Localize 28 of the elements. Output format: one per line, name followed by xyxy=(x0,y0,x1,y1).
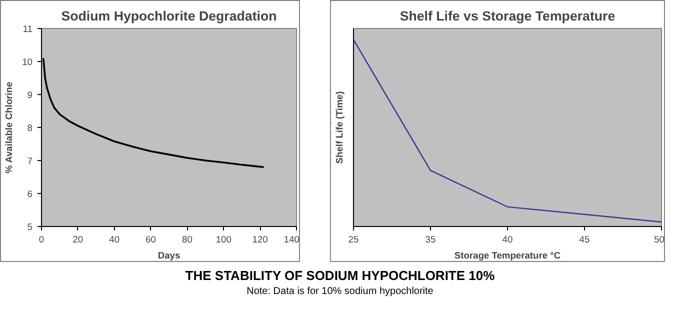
y-axis-title: % Available Chlorine xyxy=(4,82,14,174)
y-tick-label: 11 xyxy=(22,24,33,34)
y-tick-label: 6 xyxy=(27,189,33,199)
x-tick-label: 0 xyxy=(38,234,44,244)
x-tick-label: 40 xyxy=(502,234,513,244)
y-tick-label: 9 xyxy=(27,90,33,100)
x-tick-label: 25 xyxy=(348,234,359,244)
y-tick-label: 7 xyxy=(27,156,33,166)
y-tick-label: 10 xyxy=(22,57,33,67)
x-axis-title: Days xyxy=(158,250,180,260)
x-tick-label: 80 xyxy=(182,234,192,244)
y-tick-label: 8 xyxy=(27,123,33,133)
chart-title: Sodium Hypochlorite Degradation xyxy=(61,8,277,24)
x-tick-label: 120 xyxy=(252,234,268,244)
x-tick-label: 60 xyxy=(146,234,156,244)
text: THE STABILITY OF SODIUM HYPOCHLORITE 10% xyxy=(185,267,495,285)
x-tick-label: 140 xyxy=(284,234,300,244)
x-tick-label: 45 xyxy=(579,234,590,244)
y-axis-title: Shelf Life (Time) xyxy=(334,91,344,164)
x-tick-label: 40 xyxy=(109,234,120,244)
text: Note: Data is for 10% sodium hypochlorite xyxy=(246,284,434,299)
x-tick-label: 50 xyxy=(654,234,665,244)
chart-title: Shelf Life vs Storage Temperature xyxy=(400,8,616,24)
x-axis-title: Storage Temperature °C xyxy=(454,250,561,260)
x-tick-label: 20 xyxy=(72,234,84,244)
y-tick-label: 5 xyxy=(27,222,33,232)
x-tick-label: 35 xyxy=(425,234,436,244)
x-tick-label: 100 xyxy=(216,234,232,244)
